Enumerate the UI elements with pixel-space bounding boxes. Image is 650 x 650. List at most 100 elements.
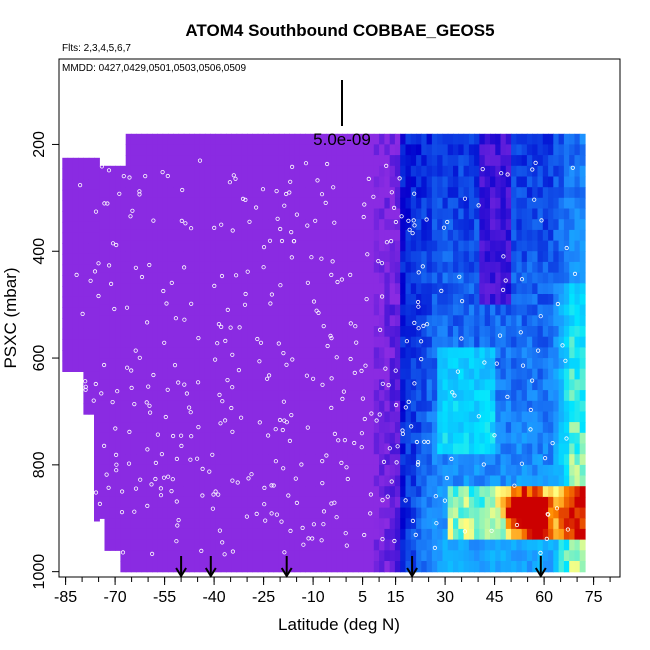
obs-point (311, 522, 316, 527)
curtain-cell (289, 486, 296, 498)
curtain-cell (542, 422, 549, 434)
curtain-cell (511, 432, 517, 445)
curtain-cell (579, 219, 586, 231)
curtain-cell (426, 443, 433, 455)
curtain-cell (257, 390, 264, 402)
curtain-cell (442, 261, 449, 274)
curtain-cell (315, 411, 322, 423)
curtain-cell (305, 283, 312, 295)
curtain-cell (204, 197, 211, 210)
curtain-cell (490, 518, 496, 530)
curtain-cell (437, 197, 444, 210)
curtain-cell (247, 539, 253, 551)
curtain-cell (563, 443, 570, 455)
curtain-cell (236, 187, 243, 199)
curtain-cell (505, 411, 512, 423)
curtain-cell (437, 379, 444, 391)
curtain-cell (379, 336, 385, 348)
curtain-cell (463, 144, 470, 156)
curtain-cell (199, 229, 206, 242)
curtain-cell (257, 144, 264, 156)
curtain-cell (347, 261, 354, 274)
curtain-cell (579, 187, 586, 199)
curtain-cell (210, 336, 216, 348)
curtain-cell (405, 165, 412, 178)
curtain-cell (268, 336, 275, 348)
curtain-cell (453, 550, 459, 562)
curtain-cell (252, 347, 259, 359)
obs-point (385, 494, 390, 499)
curtain-cell (453, 144, 459, 156)
curtain-cell (574, 422, 581, 434)
curtain-cell (72, 221, 79, 234)
curtain-cell (368, 443, 375, 455)
curtain-cell (579, 347, 586, 359)
curtain-cell (447, 229, 454, 242)
obs-point (425, 439, 431, 445)
curtain-cell (484, 443, 491, 455)
obs-point (321, 323, 326, 329)
curtain-cell (262, 336, 269, 348)
curtain-cell (500, 294, 507, 306)
curtain-cell (526, 251, 533, 263)
curtain-cell (563, 507, 570, 519)
curtain-cell (484, 165, 491, 178)
curtain-cell (173, 219, 180, 231)
obs-point (120, 550, 126, 555)
curtain-cell (231, 144, 238, 156)
curtain-cell (511, 229, 517, 242)
curtain-cell (490, 219, 496, 231)
curtain-cell (241, 208, 248, 220)
curtain-cell (484, 507, 491, 519)
curtain-cell (363, 326, 370, 338)
curtain-cell (278, 443, 285, 455)
obs-point (273, 427, 278, 432)
curtain-cell (210, 229, 216, 242)
curtain-cell (474, 528, 480, 541)
curtain-cell (178, 486, 185, 498)
obs-point (246, 476, 251, 481)
curtain-cell (479, 283, 486, 295)
curtain-cell (152, 379, 158, 391)
curtain-cell (569, 496, 576, 509)
curtain-cell (373, 528, 380, 541)
curtain-cell (368, 251, 375, 263)
curtain-cell (278, 336, 285, 348)
curtain-cell (431, 272, 438, 284)
curtain-cell (236, 422, 243, 434)
curtain-cell (458, 347, 465, 359)
curtain-cell (347, 336, 354, 348)
curtain-cell (558, 432, 565, 445)
curtain-cell (394, 229, 401, 242)
curtain-cell (521, 528, 528, 541)
curtain-cell (310, 561, 317, 573)
curtain-cell (231, 496, 238, 509)
curtain-cell (458, 187, 465, 199)
curtain-cell (236, 155, 243, 167)
curtain-cell (157, 229, 164, 242)
curtain-cell (537, 283, 544, 295)
curtain-cell (284, 165, 290, 178)
curtain-cell (453, 187, 459, 199)
curtain-cell (173, 261, 180, 274)
curtain-cell (226, 358, 232, 370)
curtain-cell (299, 496, 306, 509)
curtain-cell (400, 326, 407, 338)
curtain-cell (189, 336, 195, 348)
curtain-cell (94, 286, 100, 298)
obs-point (376, 258, 381, 264)
curtain-cell (99, 411, 106, 423)
curtain-cell (162, 528, 169, 541)
curtain-cell (563, 133, 570, 146)
obs-point (219, 273, 225, 279)
curtain-cell (537, 486, 544, 498)
curtain-cell (289, 187, 296, 199)
curtain-cell (189, 165, 195, 178)
curtain-cell (88, 339, 95, 351)
curtain-cell (521, 176, 528, 188)
curtain-cell (72, 350, 79, 362)
curtain-cell (479, 294, 486, 306)
curtain-cell (569, 315, 576, 327)
curtain-cell (236, 304, 243, 316)
curtain-cell (326, 240, 333, 252)
